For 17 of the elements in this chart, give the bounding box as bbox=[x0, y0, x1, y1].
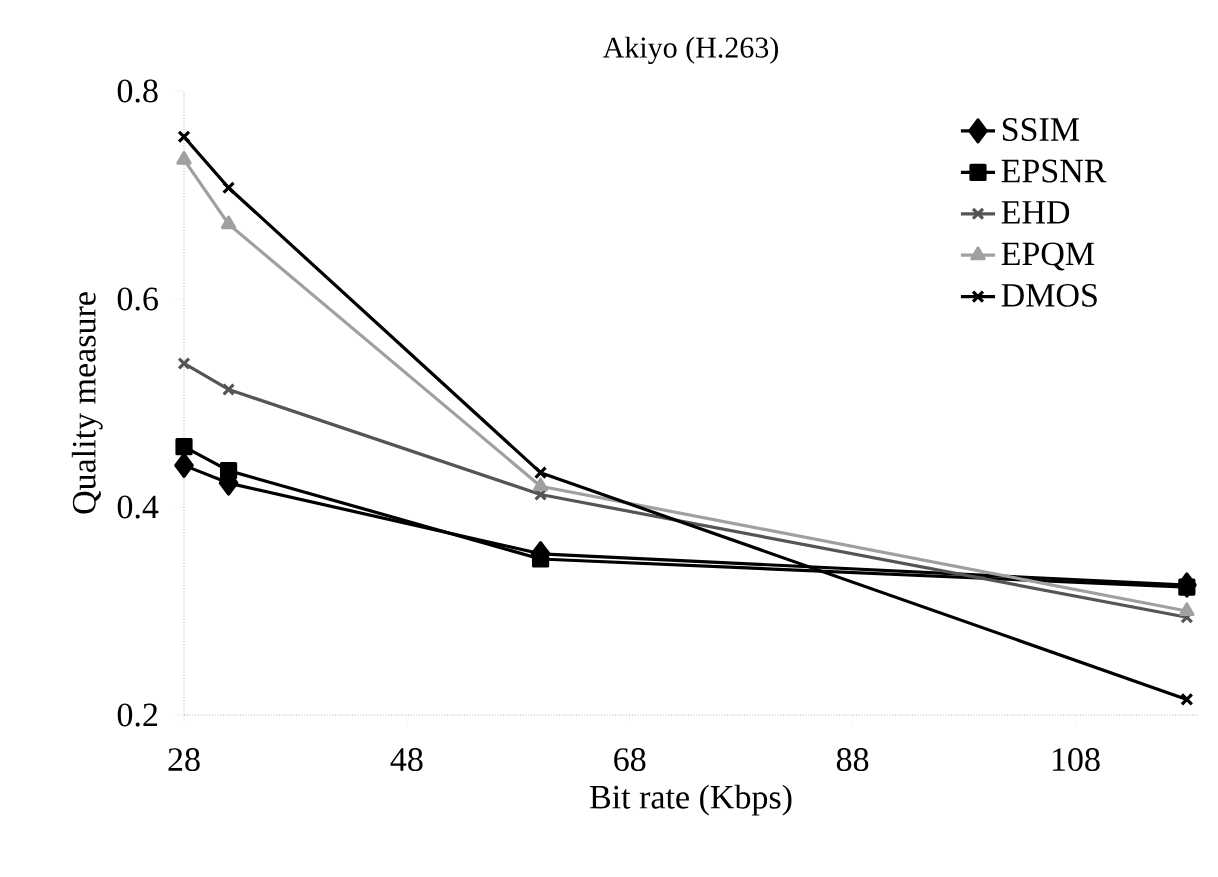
y-tick-label: 0.2 bbox=[117, 703, 158, 727]
x-tick-label: 48 bbox=[390, 748, 423, 772]
legend-label: EHD bbox=[1001, 201, 1070, 224]
y-tick-label: 0.6 bbox=[117, 287, 158, 311]
x-tick-label: 108 bbox=[1052, 748, 1100, 772]
chart-title: Akiyo (H.263) bbox=[602, 36, 778, 64]
y-axis-title: Quality measure bbox=[71, 292, 103, 514]
x-tick-label: 88 bbox=[836, 748, 869, 772]
x-tick-label: 68 bbox=[614, 748, 646, 772]
legend-label: EPSNR bbox=[1001, 159, 1107, 183]
x-axis-title: Bit rate (Kbps) bbox=[590, 784, 792, 816]
legend-label: SSIM bbox=[1002, 118, 1080, 141]
x-tick-label: 28 bbox=[168, 748, 200, 772]
legend-label: EPQM bbox=[1001, 242, 1095, 271]
y-tick-label: 0.8 bbox=[117, 79, 158, 103]
y-tick-label: 0.4 bbox=[117, 495, 159, 519]
legend-label: DMOS bbox=[1001, 283, 1097, 307]
